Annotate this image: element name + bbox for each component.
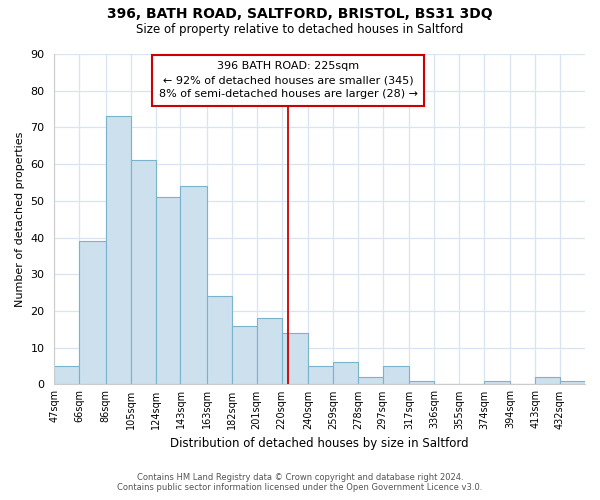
Bar bbox=[155, 197, 181, 384]
Text: 396 BATH ROAD: 225sqm
← 92% of detached houses are smaller (345)
8% of semi-deta: 396 BATH ROAD: 225sqm ← 92% of detached … bbox=[158, 62, 418, 100]
Bar bbox=[131, 160, 155, 384]
Bar bbox=[484, 381, 510, 384]
Bar bbox=[207, 296, 232, 384]
Text: Contains HM Land Registry data © Crown copyright and database right 2024.
Contai: Contains HM Land Registry data © Crown c… bbox=[118, 473, 482, 492]
Bar bbox=[409, 381, 434, 384]
Bar bbox=[281, 333, 308, 384]
Bar bbox=[232, 326, 257, 384]
Bar bbox=[257, 318, 281, 384]
Bar bbox=[106, 116, 131, 384]
Text: Size of property relative to detached houses in Saltford: Size of property relative to detached ho… bbox=[136, 22, 464, 36]
Bar bbox=[79, 241, 106, 384]
Y-axis label: Number of detached properties: Number of detached properties bbox=[15, 132, 25, 307]
Bar bbox=[55, 366, 79, 384]
Bar bbox=[560, 381, 585, 384]
Bar bbox=[333, 362, 358, 384]
Bar bbox=[308, 366, 333, 384]
Bar bbox=[181, 186, 207, 384]
Text: 396, BATH ROAD, SALTFORD, BRISTOL, BS31 3DQ: 396, BATH ROAD, SALTFORD, BRISTOL, BS31 … bbox=[107, 8, 493, 22]
X-axis label: Distribution of detached houses by size in Saltford: Distribution of detached houses by size … bbox=[170, 437, 469, 450]
Bar bbox=[535, 377, 560, 384]
Bar bbox=[358, 377, 383, 384]
Bar bbox=[383, 366, 409, 384]
